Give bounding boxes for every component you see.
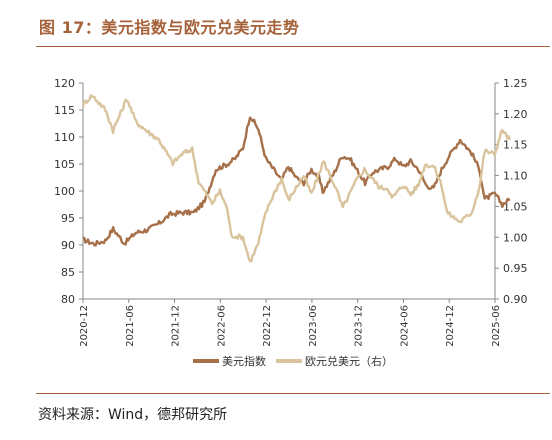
x-tick-label: 2025-06 — [491, 305, 502, 347]
x-tick-label: 2020-12 — [79, 305, 90, 347]
left-tick-label: 80 — [61, 293, 75, 306]
eurusd-line — [81, 94, 512, 263]
left-tick-label: 110 — [54, 131, 75, 144]
usd-index-line — [82, 116, 511, 247]
left-tick-label: 105 — [54, 158, 75, 171]
left-tick-label: 90 — [61, 239, 75, 252]
x-tick-label: 2023-06 — [308, 305, 319, 347]
x-tick-label: 2021-06 — [125, 305, 136, 347]
right-tick-label: 1.20 — [503, 108, 528, 121]
right-tick-label: 1.15 — [503, 139, 528, 152]
right-tick-label: 1.00 — [503, 231, 528, 244]
right-tick-label: 1.25 — [503, 77, 528, 90]
left-tick-label: 95 — [61, 212, 75, 225]
source-note: 资料来源：Wind，德邦研究所 — [38, 407, 228, 423]
left-tick-label: 120 — [54, 77, 75, 90]
right-tick-label: 0.90 — [503, 293, 528, 306]
figure-title: 图 17：美元指数与欧元兑美元走势 — [39, 18, 300, 37]
x-tick-label: 2023-12 — [354, 305, 365, 347]
x-tick-label: 2024-12 — [445, 305, 456, 347]
left-tick-label: 85 — [61, 266, 75, 279]
x-tick-label: 2022-12 — [262, 305, 273, 347]
title-rule — [36, 46, 550, 47]
x-tick-label: 2022-06 — [216, 305, 227, 347]
x-tick-label: 2021-12 — [171, 305, 182, 347]
legend-label-eurusd: 欧元兑美元（右） — [305, 354, 393, 368]
left-tick-label: 115 — [54, 104, 75, 117]
x-tick-label: 2024-06 — [399, 305, 410, 347]
right-tick-label: 1.05 — [503, 200, 528, 213]
left-tick-label: 100 — [54, 185, 75, 198]
source-rule — [36, 393, 550, 394]
right-tick-label: 0.95 — [503, 262, 528, 275]
legend-label-usd-index: 美元指数 — [222, 354, 266, 368]
right-tick-label: 1.10 — [503, 170, 528, 183]
